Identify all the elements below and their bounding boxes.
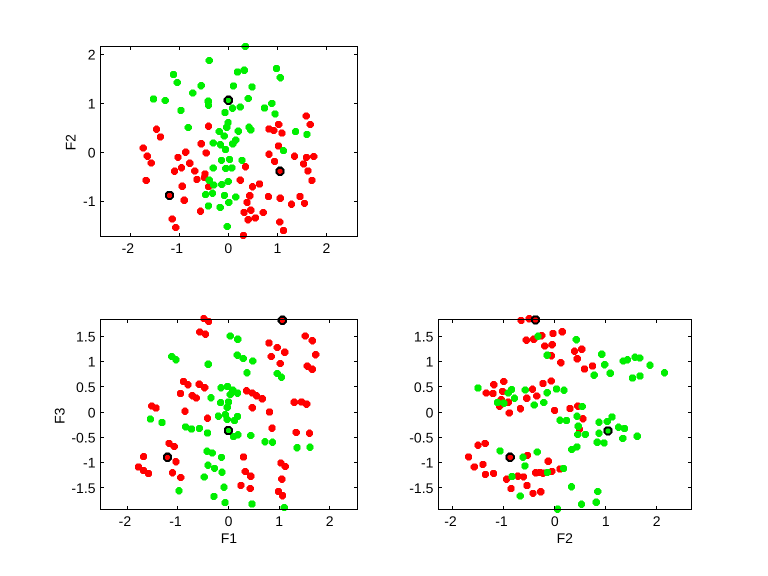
svg-text:F2: F2 bbox=[62, 134, 78, 151]
svg-text:2: 2 bbox=[323, 240, 331, 256]
svg-text:-1: -1 bbox=[495, 513, 508, 529]
svg-text:0.5: 0.5 bbox=[414, 379, 434, 395]
svg-text:1: 1 bbox=[273, 240, 281, 256]
svg-text:F1: F1 bbox=[221, 530, 238, 546]
svg-text:-0.5: -0.5 bbox=[409, 430, 433, 446]
svg-text:-2: -2 bbox=[444, 513, 457, 529]
svg-text:0: 0 bbox=[88, 404, 96, 420]
svg-text:-1.5: -1.5 bbox=[409, 480, 433, 496]
svg-text:-1: -1 bbox=[171, 240, 184, 256]
svg-text:1: 1 bbox=[275, 513, 283, 529]
svg-text:0: 0 bbox=[88, 144, 96, 160]
svg-text:2: 2 bbox=[326, 513, 334, 529]
svg-text:-0.5: -0.5 bbox=[71, 430, 95, 446]
svg-text:0: 0 bbox=[426, 404, 434, 420]
svg-text:2: 2 bbox=[88, 47, 96, 63]
svg-text:-1: -1 bbox=[83, 193, 96, 209]
svg-text:-1: -1 bbox=[421, 455, 434, 471]
svg-text:-2: -2 bbox=[122, 240, 135, 256]
svg-text:1: 1 bbox=[602, 513, 610, 529]
svg-text:0: 0 bbox=[551, 513, 559, 529]
svg-text:-1.5: -1.5 bbox=[71, 480, 95, 496]
svg-text:1: 1 bbox=[426, 354, 434, 370]
svg-text:0.5: 0.5 bbox=[76, 379, 96, 395]
svg-text:1.5: 1.5 bbox=[414, 328, 434, 344]
svg-text:2: 2 bbox=[653, 513, 661, 529]
svg-text:F2: F2 bbox=[557, 530, 574, 546]
svg-text:-1: -1 bbox=[169, 513, 182, 529]
svg-text:-1: -1 bbox=[83, 455, 96, 471]
svg-text:0: 0 bbox=[224, 240, 232, 256]
svg-text:F3: F3 bbox=[51, 407, 67, 424]
svg-text:-2: -2 bbox=[119, 513, 132, 529]
svg-text:1: 1 bbox=[88, 95, 96, 111]
svg-text:1: 1 bbox=[88, 354, 96, 370]
svg-text:1.5: 1.5 bbox=[76, 328, 96, 344]
svg-text:0: 0 bbox=[225, 513, 233, 529]
